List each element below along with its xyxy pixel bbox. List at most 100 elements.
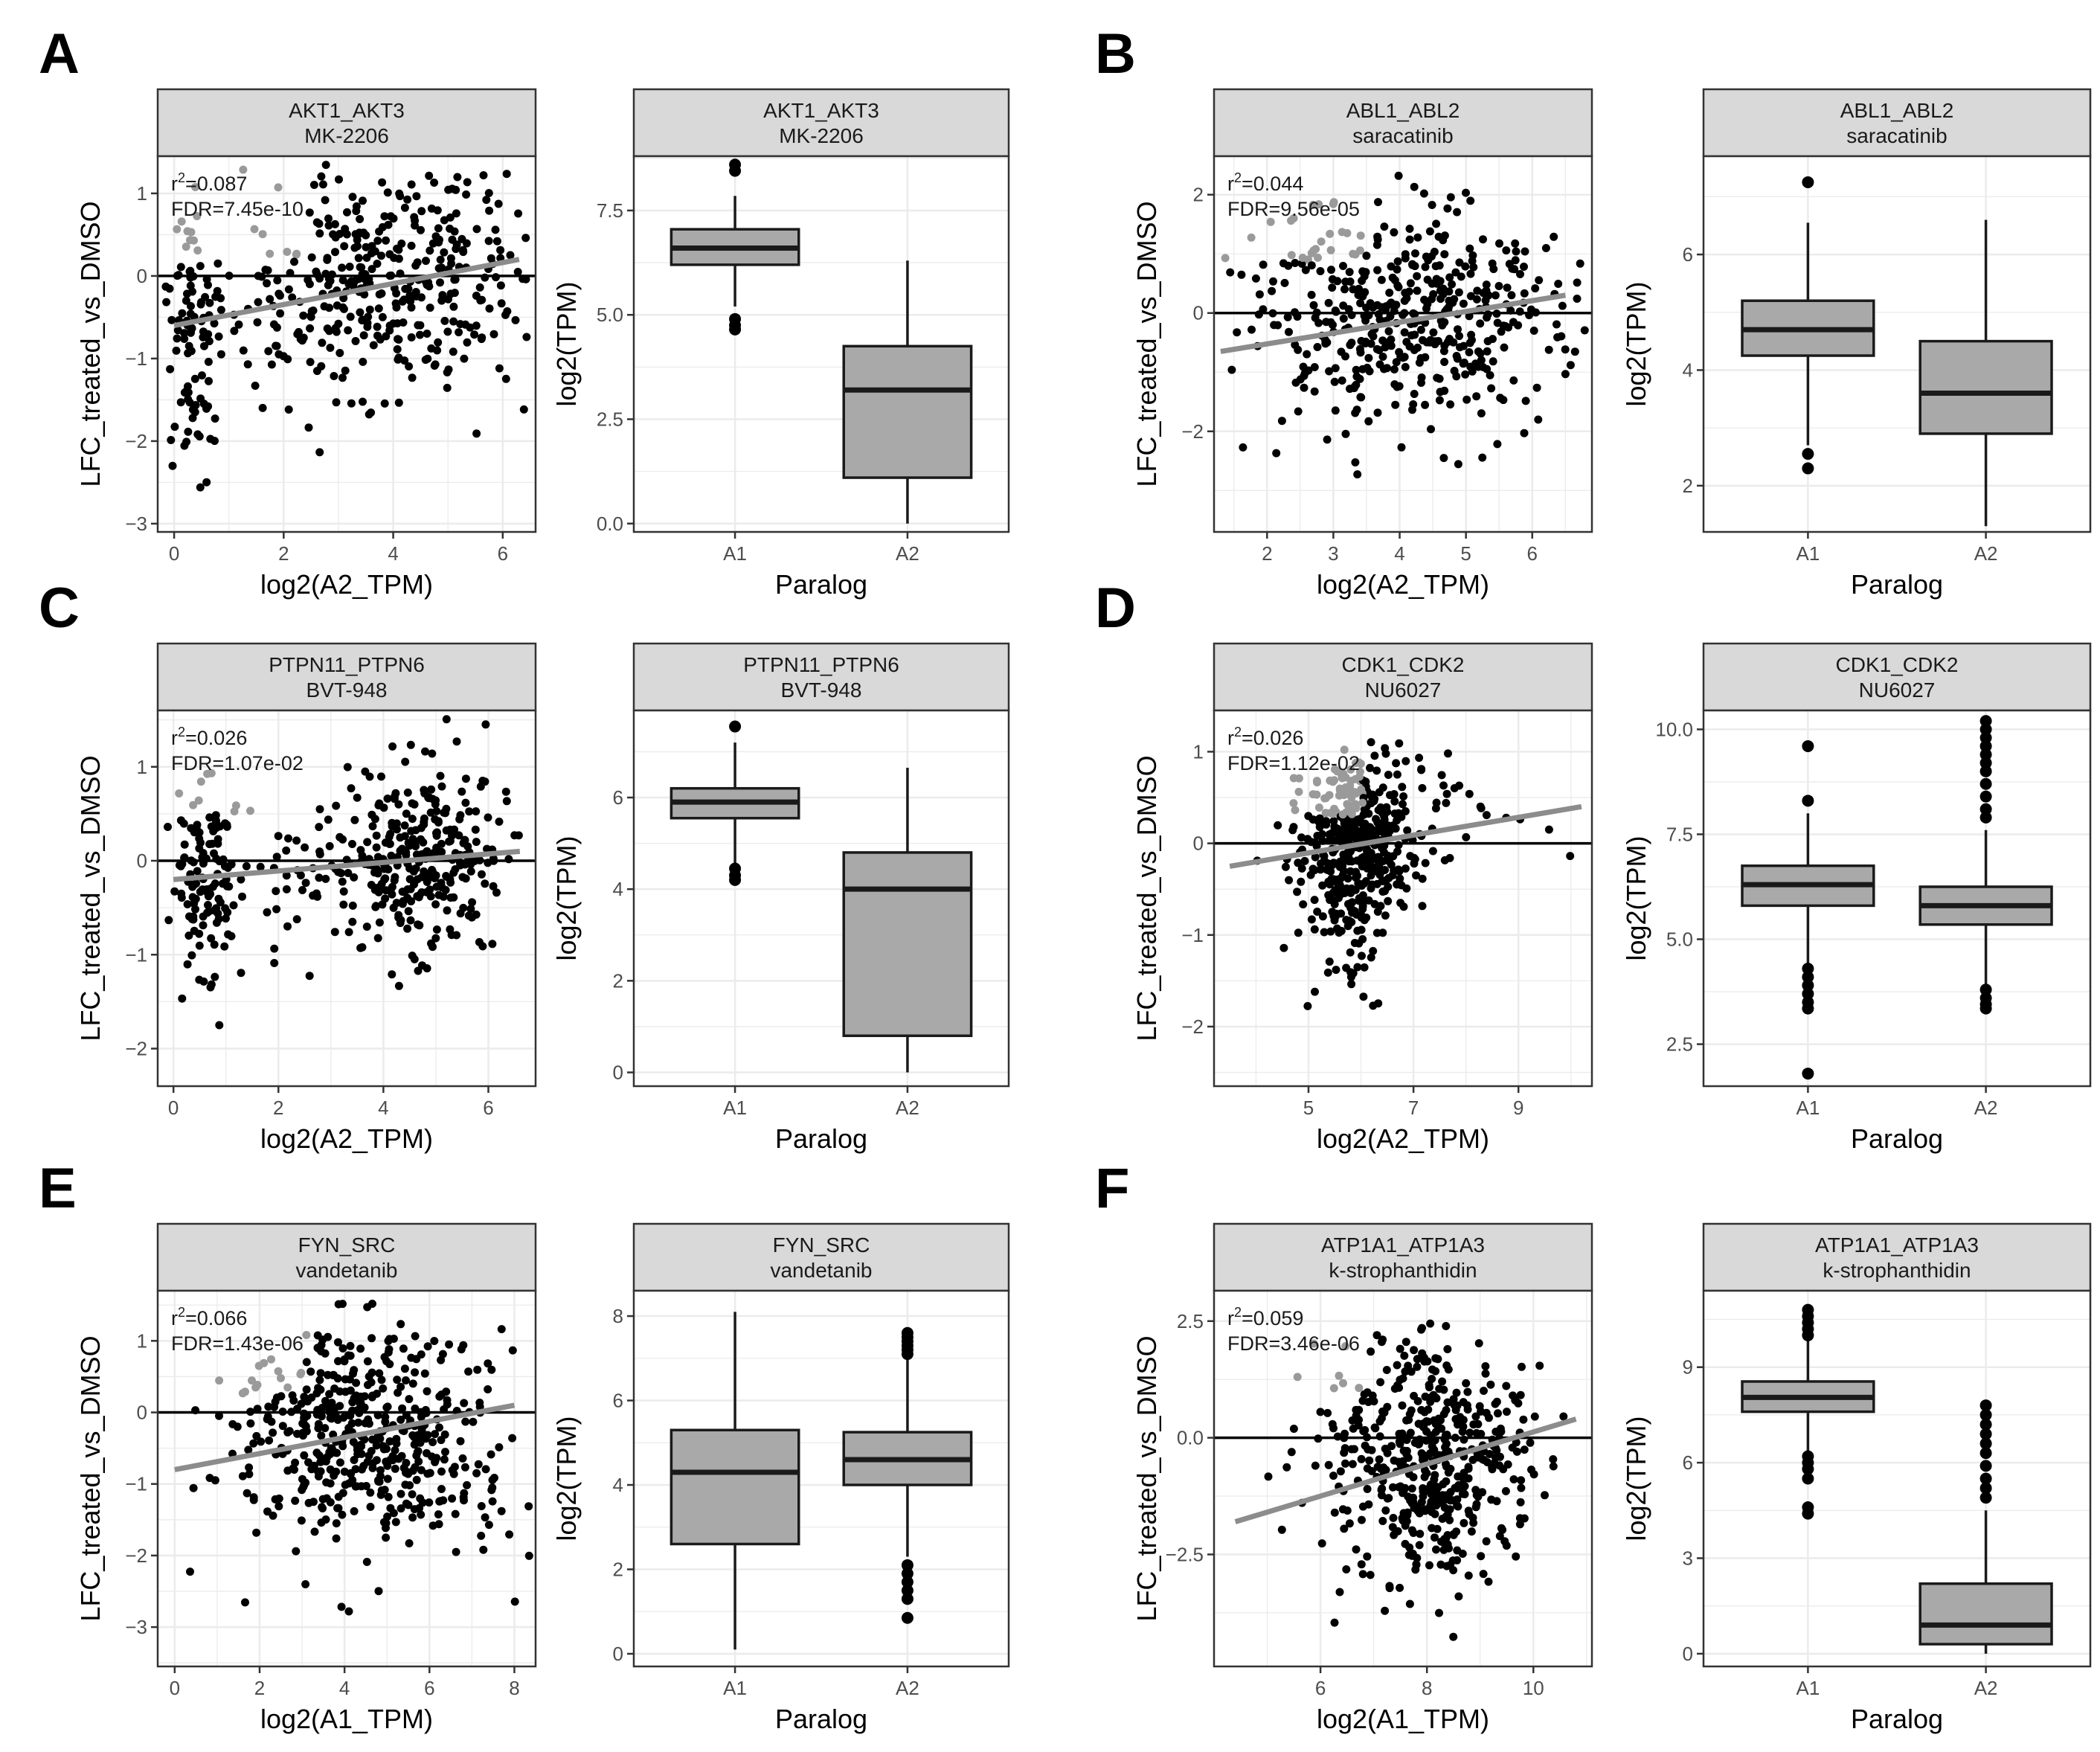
data-point (338, 1344, 347, 1352)
data-point (1316, 1408, 1325, 1416)
data-point (1313, 908, 1322, 916)
data-point (335, 175, 343, 184)
y-tick-label: 2.5 (597, 408, 623, 431)
y-axis-label: log2(TPM) (1621, 281, 1651, 406)
data-point (384, 1337, 393, 1345)
data-point (1407, 1484, 1416, 1493)
data-point (318, 1504, 327, 1512)
data-point (381, 894, 390, 903)
data-point (434, 891, 443, 899)
data-point (497, 299, 506, 308)
data-point (519, 405, 528, 414)
regression-fit-line (173, 257, 520, 328)
data-point (309, 181, 318, 189)
data-point (1355, 1384, 1364, 1393)
data-point (452, 737, 461, 746)
outlier-point (1979, 731, 1992, 744)
data-point (199, 912, 208, 921)
data-point (434, 238, 443, 247)
data-point (1328, 1419, 1337, 1428)
data-point (1549, 1455, 1558, 1463)
data-point (1233, 328, 1242, 337)
data-point (1359, 1427, 1368, 1436)
data-point (298, 886, 306, 894)
data-point (1326, 927, 1335, 936)
outlier-point (901, 1584, 913, 1597)
data-point (1402, 1450, 1411, 1458)
data-point (380, 212, 389, 221)
plot-border (1213, 155, 1593, 533)
data-point (1390, 380, 1399, 389)
data-point (363, 838, 372, 847)
data-point (214, 332, 223, 341)
data-point (266, 295, 274, 304)
y-tick-label: 0 (1193, 302, 1204, 324)
data-point (394, 800, 403, 809)
data-point (338, 835, 347, 844)
data-point (237, 969, 245, 978)
data-point (325, 841, 334, 850)
data-point (481, 879, 489, 888)
data-point (437, 1485, 446, 1493)
data-point (1333, 277, 1342, 286)
data-point (437, 839, 446, 848)
outlier-point (1979, 1428, 1992, 1440)
x-tick-label: 4 (339, 1677, 350, 1699)
data-point (344, 928, 353, 937)
data-point (399, 295, 408, 304)
data-point (272, 341, 280, 350)
data-point (1435, 374, 1444, 383)
data-point (412, 1475, 421, 1484)
x-tick-label: 6 (1527, 542, 1538, 565)
data-point (385, 1437, 394, 1445)
data-point (1407, 331, 1416, 340)
data-point (407, 303, 416, 312)
data-point (414, 321, 423, 330)
data-point (1387, 341, 1396, 350)
data-point (1449, 1632, 1458, 1641)
data-point (388, 970, 396, 979)
data-point (176, 263, 185, 272)
outlier-point (1979, 1399, 1992, 1412)
data-point (321, 1396, 330, 1405)
data-point (359, 331, 368, 340)
data-point (1381, 876, 1390, 885)
data-point (1377, 275, 1386, 284)
data-point (1544, 345, 1553, 354)
data-point (1554, 280, 1563, 288)
data-point (1431, 1354, 1440, 1363)
scatter-panel-C: PTPN11_PTPN6BVT-948r2=0.026FDR=1.07e-020… (75, 642, 537, 1154)
data-point (434, 338, 443, 347)
x-tick-label: 5 (1460, 542, 1471, 565)
data-point (347, 784, 356, 793)
data-point (215, 1376, 224, 1385)
data-point (1509, 376, 1518, 385)
x-tick-label: 4 (388, 542, 398, 565)
data-point (465, 807, 474, 816)
data-point (1338, 376, 1346, 385)
data-point (338, 1300, 347, 1309)
data-point (429, 849, 438, 858)
data-point (360, 290, 369, 299)
data-point (298, 1419, 307, 1428)
data-point (1330, 765, 1339, 774)
data-point (402, 809, 411, 818)
data-point (1462, 832, 1471, 841)
data-point (1291, 806, 1300, 815)
data-point (1289, 823, 1298, 832)
data-point (376, 1490, 385, 1499)
data-point (1396, 1344, 1404, 1353)
data-point (1402, 1416, 1411, 1425)
data-point (1386, 312, 1395, 321)
data-point (1520, 263, 1528, 271)
data-point (428, 865, 437, 874)
data-point (514, 831, 523, 840)
data-point (369, 341, 378, 350)
data-point (487, 1486, 496, 1495)
data-point (343, 763, 352, 771)
data-point (1488, 259, 1497, 268)
data-point (1320, 928, 1329, 937)
data-point (1374, 806, 1383, 815)
data-point (1405, 1410, 1414, 1419)
data-point (1357, 1560, 1366, 1569)
